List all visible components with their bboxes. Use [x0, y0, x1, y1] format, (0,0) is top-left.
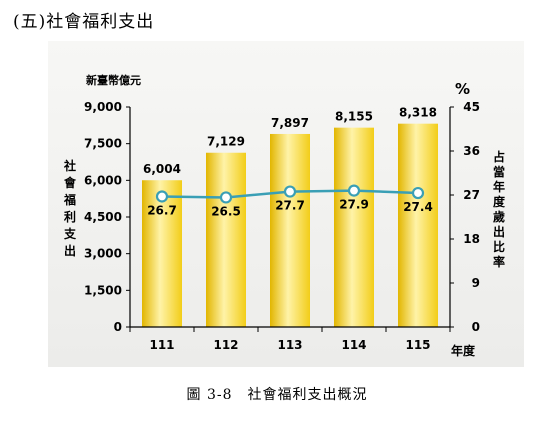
bar	[270, 133, 310, 327]
ratio-point	[411, 186, 425, 200]
ratio-point	[219, 191, 233, 204]
ratio-value-label: 27.9	[339, 198, 369, 212]
figure-caption: 圖 3-8 社會福利支出概況	[186, 387, 368, 403]
bar	[398, 123, 438, 327]
right-tick-label: 45	[463, 100, 480, 114]
left-axis-unit: 新臺幣億元	[86, 74, 141, 87]
ratio-point	[283, 185, 297, 198]
left-tick-label: 4,500	[84, 210, 122, 224]
right-tick-label: 18	[463, 232, 480, 246]
left-axis-label: 社會福利支出	[63, 159, 76, 258]
right-tick-label: 0	[472, 320, 480, 334]
bar-value-label: 7,897	[271, 116, 309, 130]
right-axis-unit: %	[455, 80, 471, 98]
category-label: 112	[213, 338, 238, 352]
right-tick-label: 36	[463, 144, 480, 158]
bar	[142, 180, 182, 327]
bar	[206, 152, 246, 327]
ratio-value-label: 26.7	[147, 203, 177, 217]
ratio-value-label: 27.7	[275, 199, 305, 213]
left-tick-label: 7,500	[84, 137, 122, 151]
bar-value-label: 8,318	[399, 106, 437, 120]
ratio-point	[155, 190, 169, 203]
ratio-point	[347, 184, 361, 197]
right-axis-label: 占當年度歲出比率	[492, 150, 505, 269]
bar	[334, 127, 374, 328]
category-label: 113	[277, 338, 302, 352]
bar-value-label: 6,004	[143, 162, 181, 176]
ratio-value-label: 26.5	[211, 204, 241, 218]
left-tick-label: 9,000	[84, 100, 122, 114]
category-label: 115	[405, 338, 430, 352]
right-tick-label: 9	[472, 276, 480, 290]
category-label: 111	[149, 338, 174, 352]
bar-value-label: 7,129	[207, 135, 245, 149]
x-axis-unit: 年度	[451, 344, 476, 358]
left-tick-label: 1,500	[84, 283, 122, 297]
left-tick-label: 3,000	[84, 247, 122, 261]
left-tick-label: 0	[114, 320, 122, 334]
ratio-value-label: 27.4	[403, 200, 433, 214]
section-heading: (五)社會福利支出	[13, 12, 155, 32]
right-tick-label: 27	[463, 188, 480, 202]
bar-value-label: 8,155	[335, 110, 373, 124]
left-tick-label: 6,000	[84, 173, 122, 187]
category-label: 114	[341, 338, 366, 352]
